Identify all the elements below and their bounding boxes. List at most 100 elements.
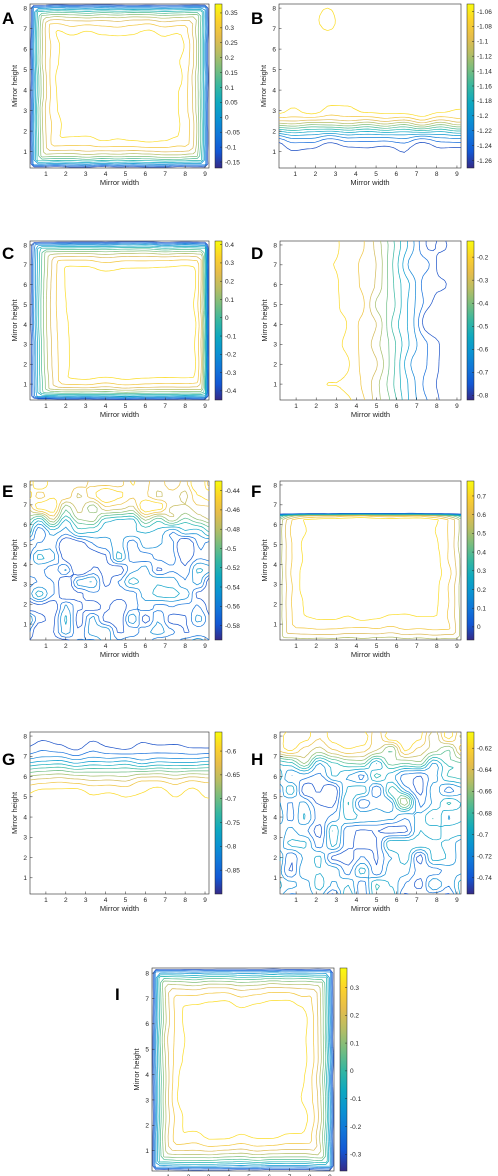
contour-lines — [29, 480, 210, 641]
x-tick-label: 2 — [187, 1174, 191, 1176]
y-tick-label: 3 — [23, 582, 27, 589]
x-axis-label: Mirror width — [351, 650, 390, 659]
colorbar — [214, 240, 223, 401]
x-tick-label: 4 — [104, 897, 108, 904]
y-tick-label: 1 — [273, 621, 277, 628]
colorbar-tick-label: -0.52 — [225, 565, 240, 572]
y-axis-label: Mirror height — [132, 1048, 141, 1091]
contour-level-1 — [422, 240, 448, 401]
contour-level-10 — [357, 241, 365, 401]
contour-lines — [279, 731, 462, 895]
y-tick-label: 4 — [23, 814, 27, 821]
y-tick-label: 2 — [23, 602, 27, 609]
contour-level-6 — [29, 766, 210, 770]
colorbar-tick-label: 0.2 — [477, 587, 486, 594]
x-tick-label: 7 — [163, 171, 167, 178]
x-axis-label: Mirror width — [100, 178, 139, 187]
contour-level-2 — [279, 772, 455, 895]
y-tick-label: 1 — [273, 381, 277, 388]
colorbar-tick-label: -0.7 — [225, 796, 237, 803]
panel-a: A 1 2 3 4 5 6 7 8 9 1 2 3 4 5 6 7 8 Mirror width Mirror hei… — [2, 3, 240, 187]
contour-level-1 — [30, 4, 209, 168]
x-tick-label: 8 — [183, 403, 187, 410]
y-tick-label: 2 — [23, 128, 27, 135]
contour-level-2 — [31, 242, 209, 399]
y-axis-label: Mirror height — [260, 299, 269, 342]
colorbar-tick-label: -0.1 — [225, 144, 237, 151]
x-tick-label: 8 — [435, 897, 439, 904]
panel-g: G 1 2 3 4 5 6 7 8 9 1 2 3 4 5 6 7 8 Mirror width Mirror hei… — [2, 731, 240, 913]
panel-letter: A — [2, 9, 14, 28]
x-tick-label: 4 — [104, 403, 108, 410]
colorbar-tick-label: -0.62 — [477, 746, 492, 753]
plot-area — [29, 240, 210, 401]
contour-level-5 — [29, 763, 210, 767]
x-tick-label: 7 — [415, 403, 419, 410]
contour-level-10 — [44, 19, 195, 153]
y-tick-label: 3 — [23, 835, 27, 842]
colorbar-tick-label: -0.74 — [477, 875, 492, 882]
colorbar-tick-label: -0.75 — [225, 820, 240, 827]
colorbar-tick-label: 0 — [350, 1068, 354, 1075]
colorbar-tick-label: -0.8 — [477, 393, 489, 400]
x-tick-label: 4 — [104, 171, 108, 178]
colorbar-tick-label: 0.5 — [477, 531, 486, 538]
colorbar-tick-label: 0.4 — [477, 549, 486, 556]
y-axis-label: Mirror height — [10, 791, 19, 834]
y-tick-label: 8 — [272, 5, 276, 12]
plot-area — [29, 731, 210, 895]
y-tick-label: 1 — [145, 1148, 149, 1155]
contour-level-1 — [29, 537, 210, 641]
x-tick-label: 1 — [294, 643, 298, 650]
x-tick-label: 3 — [84, 643, 88, 650]
contour-level-8 — [39, 13, 200, 158]
x-tick-label: 7 — [288, 1174, 292, 1176]
contour-level-10 — [49, 255, 202, 389]
colorbar-tick-label: -0.1 — [350, 1096, 362, 1103]
x-axis-label: Mirror width — [351, 904, 390, 913]
x-tick-label: 1 — [44, 643, 48, 650]
colorbar-tick-label: -0.3 — [350, 1152, 362, 1159]
colorbar-tick-label: 0 — [225, 115, 229, 122]
colorbar-tick-label: 0.1 — [225, 85, 234, 92]
y-tick-label: 7 — [273, 754, 277, 761]
x-tick-label: 1 — [44, 403, 48, 410]
colorbar-tick-label: -1.08 — [477, 24, 492, 31]
contour-level-11 — [326, 240, 352, 401]
y-tick-label: 4 — [273, 562, 277, 569]
contour-level-3 — [154, 971, 332, 1168]
y-tick-label: 2 — [23, 362, 27, 369]
x-tick-label: 6 — [395, 897, 399, 904]
x-tick-label: 7 — [415, 643, 419, 650]
x-tick-label: 3 — [334, 643, 338, 650]
y-tick-label: 6 — [145, 1021, 149, 1028]
y-axis-label: Mirror height — [259, 64, 268, 107]
y-tick-label: 1 — [23, 621, 27, 628]
contour-level-5 — [34, 8, 205, 163]
x-tick-label: 3 — [84, 171, 88, 178]
contour-level-9 — [278, 121, 461, 126]
y-tick-label: 1 — [272, 149, 276, 156]
contour-level-6 — [278, 128, 461, 132]
x-tick-label: 2 — [314, 403, 318, 410]
colorbar-tick-label: -0.4 — [225, 388, 237, 395]
contour-level-10 — [279, 119, 461, 124]
y-tick-label: 7 — [273, 262, 277, 269]
x-tick-label: 3 — [84, 897, 88, 904]
colorbar-tick-label: -0.72 — [477, 854, 492, 861]
contour-level-9 — [279, 731, 462, 755]
contour-level-11 — [29, 786, 210, 799]
y-tick-label: 5 — [23, 302, 27, 309]
contour-level-5 — [279, 757, 462, 891]
colorbar-tick-label: -1.22 — [477, 128, 492, 135]
y-tick-label: 1 — [23, 149, 27, 156]
contour-lines — [29, 740, 210, 799]
contour-level-1 — [30, 241, 209, 400]
y-tick-label: 6 — [23, 522, 27, 529]
y-tick-label: 3 — [273, 835, 277, 842]
contour-level-2 — [278, 137, 461, 144]
x-tick-label: 9 — [455, 403, 459, 410]
y-axis-label: Mirror height — [10, 299, 19, 342]
colorbar — [214, 731, 223, 895]
contour-level-2 — [29, 750, 210, 756]
